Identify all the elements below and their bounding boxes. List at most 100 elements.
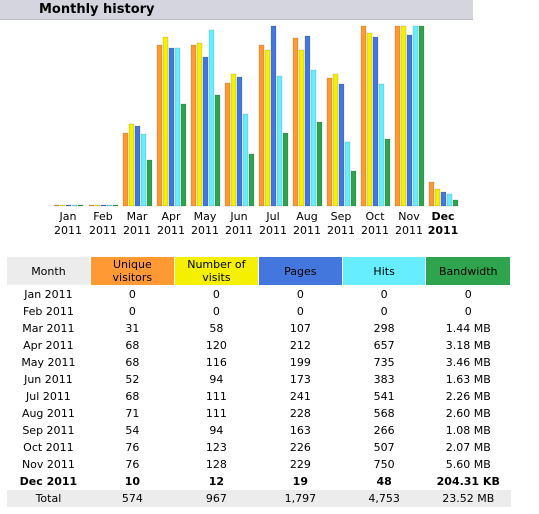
bar-number-of-visits: [94, 204, 101, 207]
month-axis-label: Oct 2011: [358, 210, 392, 238]
bar-hits: [276, 75, 283, 207]
cell-visits: 128: [205, 458, 227, 471]
total-unique-visitors: 574: [90, 490, 175, 507]
cell-unique-visitors: 71: [125, 407, 140, 420]
bar-hits: [412, 25, 419, 207]
bar-pages: [440, 191, 447, 207]
bar-pages: [134, 125, 141, 207]
monthly-history-chart: [53, 25, 459, 207]
cell-unique-visitors: 52: [125, 373, 140, 386]
cell-visits: 0: [212, 288, 220, 301]
bar-unique-visitors: [258, 44, 265, 207]
cell-visits: 116: [205, 356, 227, 369]
month-axis-label-year: 2011: [123, 224, 151, 237]
cell-pages: 163: [289, 424, 311, 437]
month-axis-label: Dec 2011: [426, 210, 460, 238]
total-visits: 967: [174, 490, 259, 507]
cell-unique-visitors: 68: [125, 390, 140, 403]
cell-pages: 229: [289, 458, 311, 471]
month-axis-label-month: Dec: [431, 210, 455, 223]
cell-month: May 2011: [21, 356, 76, 369]
bar-hits: [174, 47, 181, 207]
table-header-row: Month Unique visitors Number of visits P…: [6, 256, 511, 286]
cell-visits: 58: [209, 322, 224, 335]
month-axis-label: Aug 2011: [290, 210, 324, 238]
month-axis-label-month: Mar: [126, 210, 148, 223]
month-axis-label: Jun 2011: [222, 210, 256, 238]
total-pages: 1,797: [258, 490, 343, 507]
bar-pages: [372, 36, 379, 207]
bar-pages: [65, 204, 72, 207]
cell-month: Jun 2011: [24, 373, 73, 386]
month-axis-label-year: 2011: [54, 224, 82, 237]
month-axis-label-month: Jun: [230, 210, 248, 223]
bar-unique-visitors: [292, 37, 299, 207]
bar-number-of-visits: [366, 32, 373, 207]
bar-hits: [446, 193, 453, 207]
total-hits: 4,753: [342, 490, 426, 507]
cell-pages: 173: [289, 373, 311, 386]
cell-bandwidth: 1.44 MB: [445, 322, 491, 335]
bar-pages: [304, 35, 311, 207]
cell-month: Apr 2011: [23, 339, 74, 352]
cell-unique-visitors: 0: [128, 305, 136, 318]
table-row: Feb 2011 0 0 0 0 0: [7, 303, 511, 320]
month-axis-label-year: 2011: [427, 224, 459, 237]
bar-bandwidth: [214, 94, 221, 207]
cell-unique-visitors: 76: [125, 458, 140, 471]
bar-hits: [208, 29, 215, 207]
cell-bandwidth: 204.31 KB: [436, 475, 500, 488]
table-total-row: Total 574 967 1,797 4,753 23.52 MB: [6, 490, 511, 507]
month-axis-label-month: Feb: [93, 210, 113, 223]
bar-hits: [106, 204, 113, 207]
cell-bandwidth: 5.60 MB: [445, 458, 491, 471]
bar-bandwidth: [316, 121, 323, 207]
cell-hits: 657: [373, 339, 395, 352]
col-visits: Number of visits: [173, 256, 259, 286]
bar-unique-visitors: [156, 44, 163, 207]
cell-hits: 0: [380, 305, 388, 318]
bar-bandwidth: [146, 159, 153, 207]
cell-month: Jan 2011: [24, 288, 73, 301]
month-axis-label-month: Aug: [296, 210, 318, 223]
bar-number-of-visits: [230, 73, 237, 207]
cell-visits: 120: [205, 339, 227, 352]
cell-pages: 228: [289, 407, 311, 420]
total-bandwidth: 23.52 MB: [425, 490, 511, 507]
cell-hits: 48: [376, 475, 392, 488]
bar-number-of-visits: [400, 25, 407, 207]
table-row: Mar 2011 31 58 107 298 1.44 MB: [7, 320, 511, 337]
bar-bandwidth: [112, 204, 119, 207]
bar-pages: [202, 56, 209, 207]
cell-month: Aug 2011: [21, 407, 75, 420]
cell-pages: 19: [292, 475, 308, 488]
table-row: Jul 2011 68 111 241 541 2.26 MB: [7, 388, 511, 405]
cell-pages: 0: [296, 288, 304, 301]
cell-hits: 735: [373, 356, 395, 369]
bar-pages: [236, 76, 243, 207]
col-pages: Pages: [257, 256, 343, 286]
table-row: Sep 2011 54 94 163 266 1.08 MB: [7, 422, 511, 439]
bar-number-of-visits: [162, 36, 169, 207]
bar-hits: [378, 83, 385, 207]
table-row: Oct 2011 76 123 226 507 2.07 MB: [7, 439, 511, 456]
bar-hits: [310, 69, 317, 207]
cell-bandwidth: 2.26 MB: [445, 390, 491, 403]
cell-unique-visitors: 31: [125, 322, 140, 335]
month-axis-label-month: Sep: [330, 210, 352, 223]
cell-hits: 507: [373, 441, 395, 454]
table-row: Apr 2011 68 120 212 657 3.18 MB: [7, 337, 511, 354]
cell-month: Nov 2011: [21, 458, 75, 471]
cell-hits: 0: [380, 288, 388, 301]
cell-unique-visitors: 54: [125, 424, 140, 437]
month-axis-label: Feb 2011: [86, 210, 120, 238]
bar-pages: [338, 83, 345, 207]
monthly-history-table: Month Unique visitors Number of visits P…: [6, 256, 511, 507]
month-axis-label: Nov 2011: [392, 210, 426, 238]
month-axis-label-year: 2011: [225, 224, 253, 237]
cell-bandwidth: 3.18 MB: [445, 339, 491, 352]
month-axis-label-month: Oct: [365, 210, 385, 223]
cell-bandwidth: 0: [464, 305, 472, 318]
bar-unique-visitors: [53, 204, 60, 207]
cell-bandwidth: 0: [464, 288, 472, 301]
